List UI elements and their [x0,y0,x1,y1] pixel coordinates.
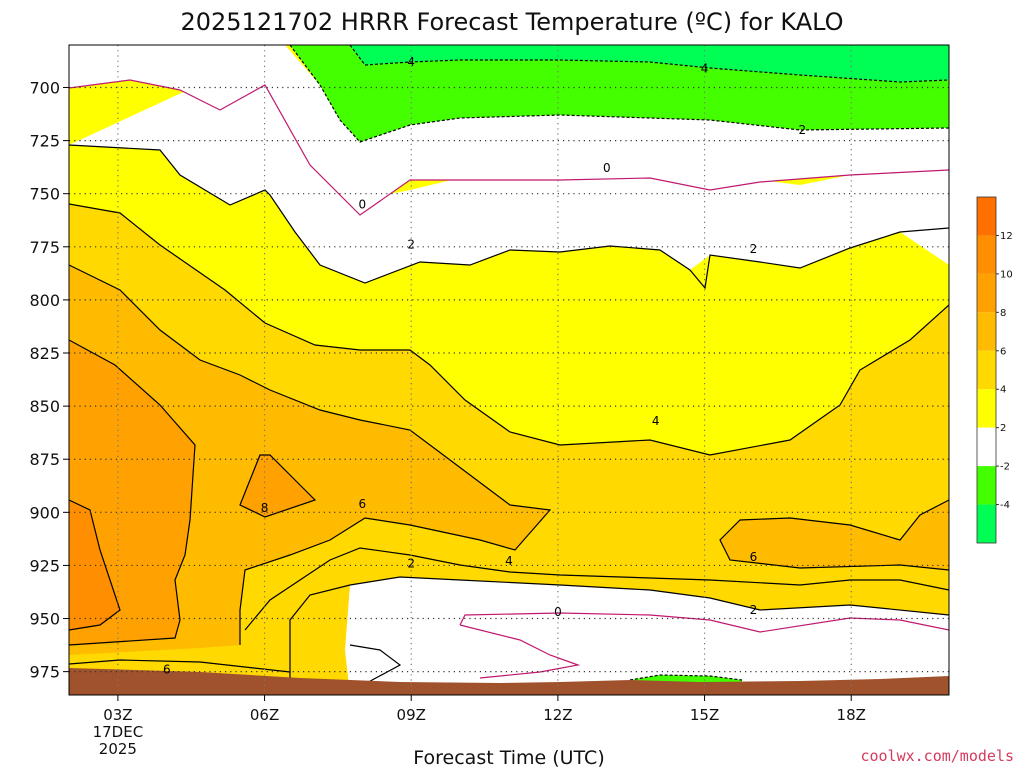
ytick-label-850: 850 [29,397,60,416]
contour-line-2-lower [289,576,949,680]
colorbar-label-6: 6 [1000,346,1006,357]
y-axis-ticks: 700 725 750 775 800 825 850 875 900 925 950 975 [29,78,69,682]
contour-label-13: 0 [554,605,562,619]
contour-line-4-upper [69,203,949,456]
fill-band-minus2-0 [69,45,949,215]
fill-band-10-12-a [69,500,120,630]
contour-labels: 4 4 2 0 0 2 2 4 8 6 4 6 2 0 2 6 [163,55,806,677]
credit-link[interactable]: coolwx.com/models [860,747,1014,765]
plot-fills [69,45,949,695]
xtick-label-06Z: 06Z [250,706,279,724]
contour-label-4: 0 [603,161,611,175]
contour-line-4-lower [244,547,949,631]
colorbar-band-2-to-4 [977,389,996,428]
colorbar-label-12: 12 [1000,231,1013,242]
contour-line-minus4-top [349,45,949,83]
contour-label-3: 0 [359,197,367,211]
colorbar-label-8: 8 [1000,308,1006,319]
xtick-label-18Z: 18Z [837,706,866,724]
ytick-label-725: 725 [29,132,60,151]
contour-line-minus2-pocket [629,674,743,681]
contour-line-zero-lower [459,612,949,633]
xtick-label-03Z: 03Z [103,706,132,724]
ytick-label-775: 775 [29,238,60,257]
contour-line-8-main [69,339,196,646]
ytick-label-875: 875 [29,450,60,469]
colorbar-band-4-to-6 [977,350,996,390]
grid-lines [69,45,949,695]
contour-label-9: 6 [359,497,367,511]
colorbar-frame [976,196,997,544]
contour-label-12: 2 [407,556,415,570]
contour-line-10 [69,499,121,631]
ytick-label-950: 950 [29,610,60,629]
fill-band-8-10-b [240,455,315,517]
contour-line-minus2 [289,45,949,143]
colorbar-band--4-to--2 [977,466,996,505]
contour-line-8-pocket [239,454,317,518]
colorbar-band-10-to-12 [977,235,996,274]
colorbar-label--2: -2 [1000,462,1010,473]
xtick-label-12Z: 12Z [543,706,572,724]
colorbar-band--2-to-2 [977,427,996,467]
plot-frame [68,44,950,696]
colorbar-label-10: 10 [1000,269,1013,280]
colorbar-label--4: -4 [1000,500,1010,511]
contour-label-10: 4 [505,554,513,568]
colorbar: 12 10 8 6 4 2 -2 -4 [976,196,1013,544]
ytick-label-750: 750 [29,185,60,204]
contour-label-8: 8 [261,501,269,515]
fill-band-minus6-minus4 [350,45,949,82]
contour-label-11: 6 [750,550,758,564]
xtick-label-15Z: 15Z [690,706,719,724]
ytick-label-800: 800 [29,291,60,310]
fill-band-6-8 [69,265,550,655]
colorbar-band-8-to-10 [977,273,996,313]
colorbar-band-12-to-14 [977,197,996,236]
colorbar-label-4: 4 [1000,385,1006,396]
ytick-label-825: 825 [29,344,60,363]
contour-label-7: 4 [652,414,660,428]
ytick-label-700: 700 [29,78,60,97]
xtick-year: 2025 [99,740,137,758]
ytick-label-900: 900 [29,503,60,522]
fill-band-6-8-b [720,500,949,570]
chart-title: 2025121702 HRRR Forecast Temperature (ºC… [180,8,843,36]
contour-line-6-right [719,499,949,571]
colorbar-band-6-to-8 [977,312,996,351]
xtick-date: 17DEC [93,723,144,741]
fill-band-0-2-lower [345,577,949,695]
contour-line-6-bottom [69,659,291,673]
contour-lines [69,45,949,693]
ytick-label-925: 925 [29,556,60,575]
colorbar-label-2: 2 [1000,423,1006,434]
contour-label-5: 2 [407,238,415,252]
x-axis-label: Forecast Time (UTC) [413,747,604,768]
contour-line-zero-upper [69,79,949,216]
xtick-label-09Z: 09Z [397,706,426,724]
contour-label-0: 4 [407,55,415,69]
contour-line-zero-lower-b [459,624,581,679]
contour-line-6-upper [69,264,552,645]
colorbar-band--6-to--4 [977,504,996,543]
contour-label-15: 6 [163,663,171,677]
contour-label-1: 4 [701,61,709,75]
contour-label-14: 2 [750,603,758,617]
contour-label-6: 2 [750,242,758,256]
ground-terrain [69,668,949,695]
fill-band-4-6 [69,204,949,695]
contour-line-2-lower-loop [349,644,402,693]
contour-label-2: 2 [799,123,807,137]
contour-line-2-upper [69,144,949,290]
ytick-label-975: 975 [29,663,60,682]
